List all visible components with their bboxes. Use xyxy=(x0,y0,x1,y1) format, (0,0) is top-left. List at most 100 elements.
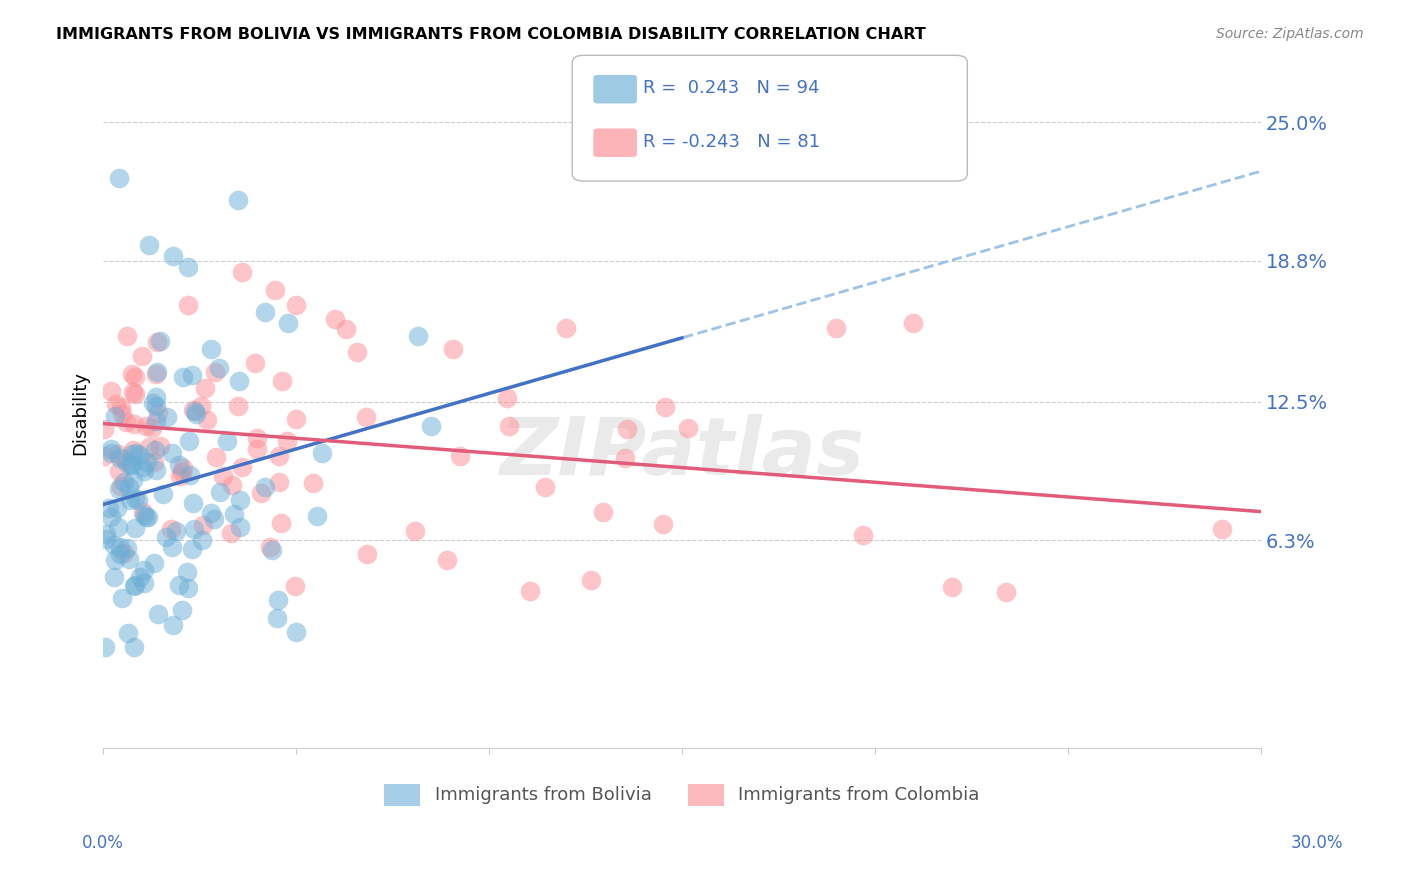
Point xyxy=(335,322,357,336)
Point xyxy=(156,409,179,424)
Point xyxy=(555,320,578,334)
Point xyxy=(222,507,245,521)
Point xyxy=(112,475,135,489)
Point xyxy=(246,431,269,445)
Point xyxy=(323,311,346,326)
Point xyxy=(145,334,167,349)
Point xyxy=(132,459,155,474)
Point xyxy=(132,563,155,577)
Point xyxy=(534,479,557,493)
Point xyxy=(120,457,142,471)
Point xyxy=(449,449,471,463)
Point xyxy=(121,447,143,461)
Point xyxy=(226,194,249,208)
Point xyxy=(183,523,205,537)
Point xyxy=(96,532,118,546)
Point xyxy=(269,475,291,490)
Point xyxy=(146,365,169,379)
Point xyxy=(143,455,166,469)
Point xyxy=(270,516,292,530)
Point xyxy=(118,480,141,494)
Point xyxy=(229,492,252,507)
Text: Source: ZipAtlas.com: Source: ZipAtlas.com xyxy=(1216,27,1364,41)
Point xyxy=(165,524,187,538)
Point xyxy=(266,593,288,607)
Point xyxy=(613,451,636,466)
Point xyxy=(579,574,602,588)
Point xyxy=(145,414,167,428)
Point xyxy=(301,475,323,490)
Point xyxy=(105,500,128,515)
Point xyxy=(162,618,184,632)
Point xyxy=(117,626,139,640)
Point xyxy=(190,399,212,413)
Y-axis label: Disability: Disability xyxy=(72,371,89,455)
Point xyxy=(104,409,127,424)
Text: 0.0%: 0.0% xyxy=(82,834,124,852)
Point xyxy=(1211,522,1233,536)
Point xyxy=(122,385,145,400)
Point xyxy=(263,283,285,297)
Point xyxy=(404,524,426,538)
Point xyxy=(408,328,430,343)
Point xyxy=(277,316,299,330)
Point xyxy=(100,509,122,524)
Point xyxy=(202,512,225,526)
Point xyxy=(194,381,217,395)
Point xyxy=(124,521,146,535)
Text: 30.0%: 30.0% xyxy=(1291,834,1344,852)
Point xyxy=(148,607,170,622)
Point xyxy=(941,580,963,594)
Point xyxy=(215,434,238,449)
Text: R =  0.243   N = 94: R = 0.243 N = 94 xyxy=(643,79,820,97)
Point xyxy=(200,342,222,356)
Point xyxy=(107,171,129,186)
Point xyxy=(285,298,308,312)
Point xyxy=(219,525,242,540)
Point xyxy=(266,611,288,625)
Point xyxy=(107,447,129,461)
Point xyxy=(356,410,378,425)
Point xyxy=(124,369,146,384)
Point xyxy=(125,445,148,459)
Point xyxy=(100,384,122,399)
Point xyxy=(115,329,138,343)
Point xyxy=(231,264,253,278)
Point xyxy=(208,361,231,376)
Point xyxy=(127,492,149,507)
Point xyxy=(195,413,218,427)
Point xyxy=(259,540,281,554)
Point xyxy=(146,406,169,420)
Point xyxy=(132,464,155,478)
Point xyxy=(98,500,121,515)
Point xyxy=(305,509,328,524)
Point xyxy=(108,547,131,561)
Point xyxy=(128,448,150,462)
Point xyxy=(105,397,128,411)
Point xyxy=(420,419,443,434)
Point xyxy=(246,442,269,456)
Point xyxy=(141,420,163,434)
Point xyxy=(149,439,172,453)
Point xyxy=(228,374,250,388)
Point xyxy=(108,482,131,496)
Point xyxy=(167,458,190,473)
Point xyxy=(221,478,243,492)
Point xyxy=(108,464,131,478)
Point xyxy=(212,469,235,483)
Point xyxy=(124,491,146,505)
Point xyxy=(145,463,167,477)
Point xyxy=(229,520,252,534)
Point xyxy=(498,418,520,433)
Point xyxy=(110,479,132,493)
Point xyxy=(181,403,204,417)
Point xyxy=(170,465,193,479)
Point xyxy=(172,461,194,475)
Point xyxy=(495,391,517,405)
Point xyxy=(193,518,215,533)
Point xyxy=(852,527,875,541)
Point xyxy=(122,640,145,655)
Point xyxy=(152,486,174,500)
Point xyxy=(155,530,177,544)
Text: IMMIGRANTS FROM BOLIVIA VS IMMIGRANTS FROM COLOMBIA DISABILITY CORRELATION CHART: IMMIGRANTS FROM BOLIVIA VS IMMIGRANTS FR… xyxy=(56,27,927,42)
